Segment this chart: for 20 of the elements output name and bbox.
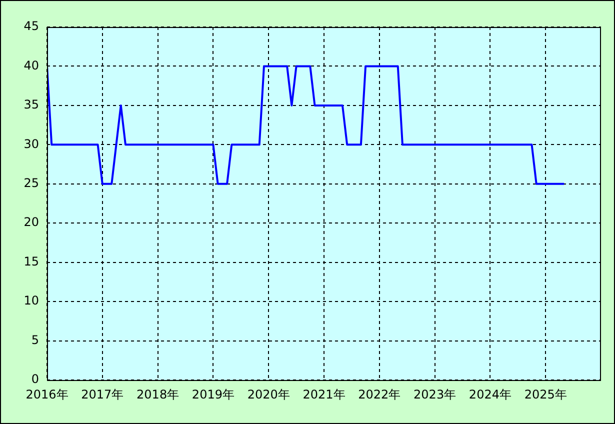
- y-tick-label: 35: [24, 98, 39, 112]
- x-tick-label: 2022年: [358, 387, 401, 402]
- x-tick-label: 2019年: [192, 387, 234, 402]
- y-tick-label: 20: [24, 215, 39, 230]
- y-tick-label: 40: [24, 58, 39, 72]
- x-tick-label: 2017年: [81, 387, 124, 402]
- x-tick-label: 2021年: [302, 387, 346, 402]
- y-tick-label: 25: [24, 176, 39, 190]
- x-tick-label: 2023年: [414, 387, 456, 402]
- x-tick-label: 2024年: [468, 387, 512, 402]
- y-tick-label: 0: [31, 372, 39, 386]
- x-tick-label: 2025年: [524, 387, 567, 402]
- x-tick-label: 2018年: [136, 387, 180, 402]
- y-tick-label: 15: [24, 254, 39, 268]
- y-tick-label: 30: [24, 136, 39, 151]
- x-tick-label: 2016年: [26, 387, 68, 402]
- y-tick-label: 10: [24, 294, 39, 308]
- y-tick-label: 45: [24, 19, 39, 34]
- x-tick-label: 2020年: [247, 387, 290, 402]
- y-tick-label: 5: [31, 332, 39, 347]
